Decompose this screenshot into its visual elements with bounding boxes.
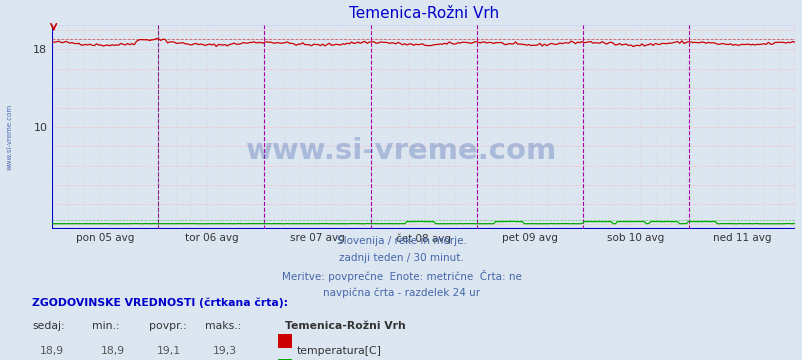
Text: Temenica-Rožni Vrh: Temenica-Rožni Vrh bbox=[285, 321, 405, 332]
Text: navpična črta - razdelek 24 ur: navpična črta - razdelek 24 ur bbox=[322, 288, 480, 298]
Text: sedaj:: sedaj: bbox=[32, 321, 65, 332]
Text: maks.:: maks.: bbox=[205, 321, 241, 332]
Text: Meritve: povprečne  Enote: metrične  Črta: ne: Meritve: povprečne Enote: metrične Črta:… bbox=[282, 270, 520, 282]
Text: 18,9: 18,9 bbox=[40, 346, 64, 356]
Text: temperatura[C]: temperatura[C] bbox=[297, 346, 382, 356]
Text: www.si-vreme.com: www.si-vreme.com bbox=[245, 137, 557, 165]
Text: 18,9: 18,9 bbox=[100, 346, 124, 356]
Text: 19,1: 19,1 bbox=[156, 346, 180, 356]
Text: min.:: min.: bbox=[92, 321, 119, 332]
Title: Temenica-Rožni Vrh: Temenica-Rožni Vrh bbox=[348, 6, 498, 21]
Text: zadnji teden / 30 minut.: zadnji teden / 30 minut. bbox=[338, 253, 464, 263]
Text: 19,3: 19,3 bbox=[213, 346, 237, 356]
Text: ZGODOVINSKE VREDNOSTI (črtkana črta):: ZGODOVINSKE VREDNOSTI (črtkana črta): bbox=[32, 297, 288, 307]
Text: Slovenija / reke in morje.: Slovenija / reke in morje. bbox=[336, 236, 466, 246]
Text: www.si-vreme.com: www.si-vreme.com bbox=[6, 104, 13, 170]
Text: povpr.:: povpr.: bbox=[148, 321, 186, 332]
